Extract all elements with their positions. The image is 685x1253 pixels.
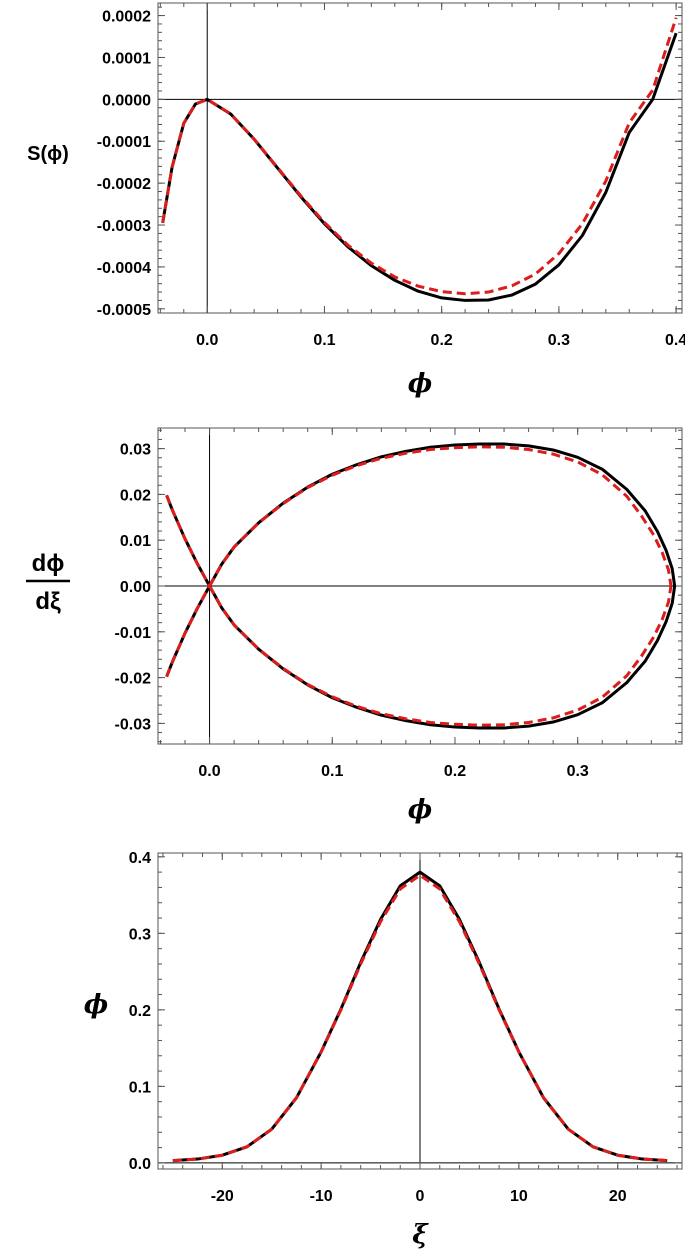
- y-tick-label: 0.0002: [102, 9, 151, 26]
- y-tick-label: -0.02: [115, 671, 152, 688]
- x-tick-label: 0.0: [198, 763, 220, 780]
- solid-series-line: [208, 442, 677, 587]
- x-tick-label: 0.2: [431, 332, 453, 349]
- y-axis-title-denominator: dξ: [35, 588, 61, 615]
- x-axis-title: ξ: [412, 1220, 429, 1250]
- dashed-series-line: [208, 445, 673, 587]
- y-tick-label: -0.0001: [97, 134, 151, 151]
- x-tick-label: 0.3: [548, 332, 570, 349]
- y-tick-label: 0.1: [129, 1079, 151, 1096]
- solid-series-line: [172, 870, 668, 1163]
- y-tick-label: 0.01: [120, 533, 151, 550]
- x-tick-label: 0.1: [321, 763, 343, 780]
- y-tick-label: -0.0003: [97, 218, 151, 235]
- dashed-series-line-mirrored: [208, 585, 673, 727]
- y-tick-label: 0.2: [129, 1003, 151, 1020]
- panel-potential: 0.0 0.1 0.2 0.3 0.4 0.0002 0.0001 0.0000 -0.0001…: [27, 2, 685, 399]
- series-group: [172, 870, 668, 1163]
- x-axis-title: ϕ: [408, 795, 432, 825]
- x-tick-label: -20: [211, 1188, 234, 1205]
- y-tick-label: 0.0000: [102, 92, 151, 109]
- y-tick-label: 0.4: [129, 850, 151, 867]
- x-tick-label: 0.2: [444, 763, 466, 780]
- x-tick-label: 10: [510, 1188, 528, 1205]
- panel-phase-portrait: 0.0 0.1 0.2 0.3 0.03 0.02 0.01 0.00 -0.01 -0.02 -0…: [26, 427, 683, 825]
- solid-series-line-mirrored: [208, 585, 677, 730]
- solid-series-line: [161, 32, 678, 302]
- y-tick-label: -0.0004: [97, 260, 151, 277]
- series-group: [161, 17, 678, 302]
- y-axis-title: ϕ: [84, 990, 108, 1020]
- x-tick-label: 0.1: [313, 332, 335, 349]
- dashed-series-line: [161, 17, 678, 296]
- x-axis-title: ϕ: [408, 369, 432, 399]
- x-tick-label: 20: [609, 1188, 627, 1205]
- x-tick-label: 0.4: [665, 332, 685, 349]
- y-tick-label: 0.3: [129, 926, 151, 943]
- dashed-series-line-mirrored: [165, 585, 211, 678]
- plot-frame: [157, 2, 683, 314]
- x-tick-label: 0.3: [567, 763, 589, 780]
- y-axis-title-numerator: dϕ: [32, 550, 65, 577]
- y-tick-label: -0.0005: [97, 302, 151, 319]
- x-tick-label: -10: [310, 1188, 333, 1205]
- y-tick-label: 0.02: [120, 487, 151, 504]
- y-tick-label: -0.0002: [97, 176, 151, 193]
- x-tick-label: 0: [416, 1188, 425, 1205]
- y-tick-label: -0.03: [115, 716, 152, 733]
- y-axis-title: S(ϕ): [27, 143, 69, 165]
- y-tick-label: 0.0: [129, 1156, 151, 1173]
- y-tick-label: 0.00: [120, 579, 151, 596]
- dashed-series-line: [165, 494, 211, 587]
- y-tick-label: 0.0001: [102, 50, 151, 67]
- y-tick-label: -0.01: [115, 625, 152, 642]
- series-group: [165, 442, 677, 730]
- panel-soliton-profile: -20 -10 0 10 20 0.4 0.3 0.2 0.1 0.0 ξ ϕ: [84, 850, 683, 1250]
- x-tick-label: 0.0: [196, 332, 218, 349]
- y-tick-label: 0.03: [120, 442, 151, 459]
